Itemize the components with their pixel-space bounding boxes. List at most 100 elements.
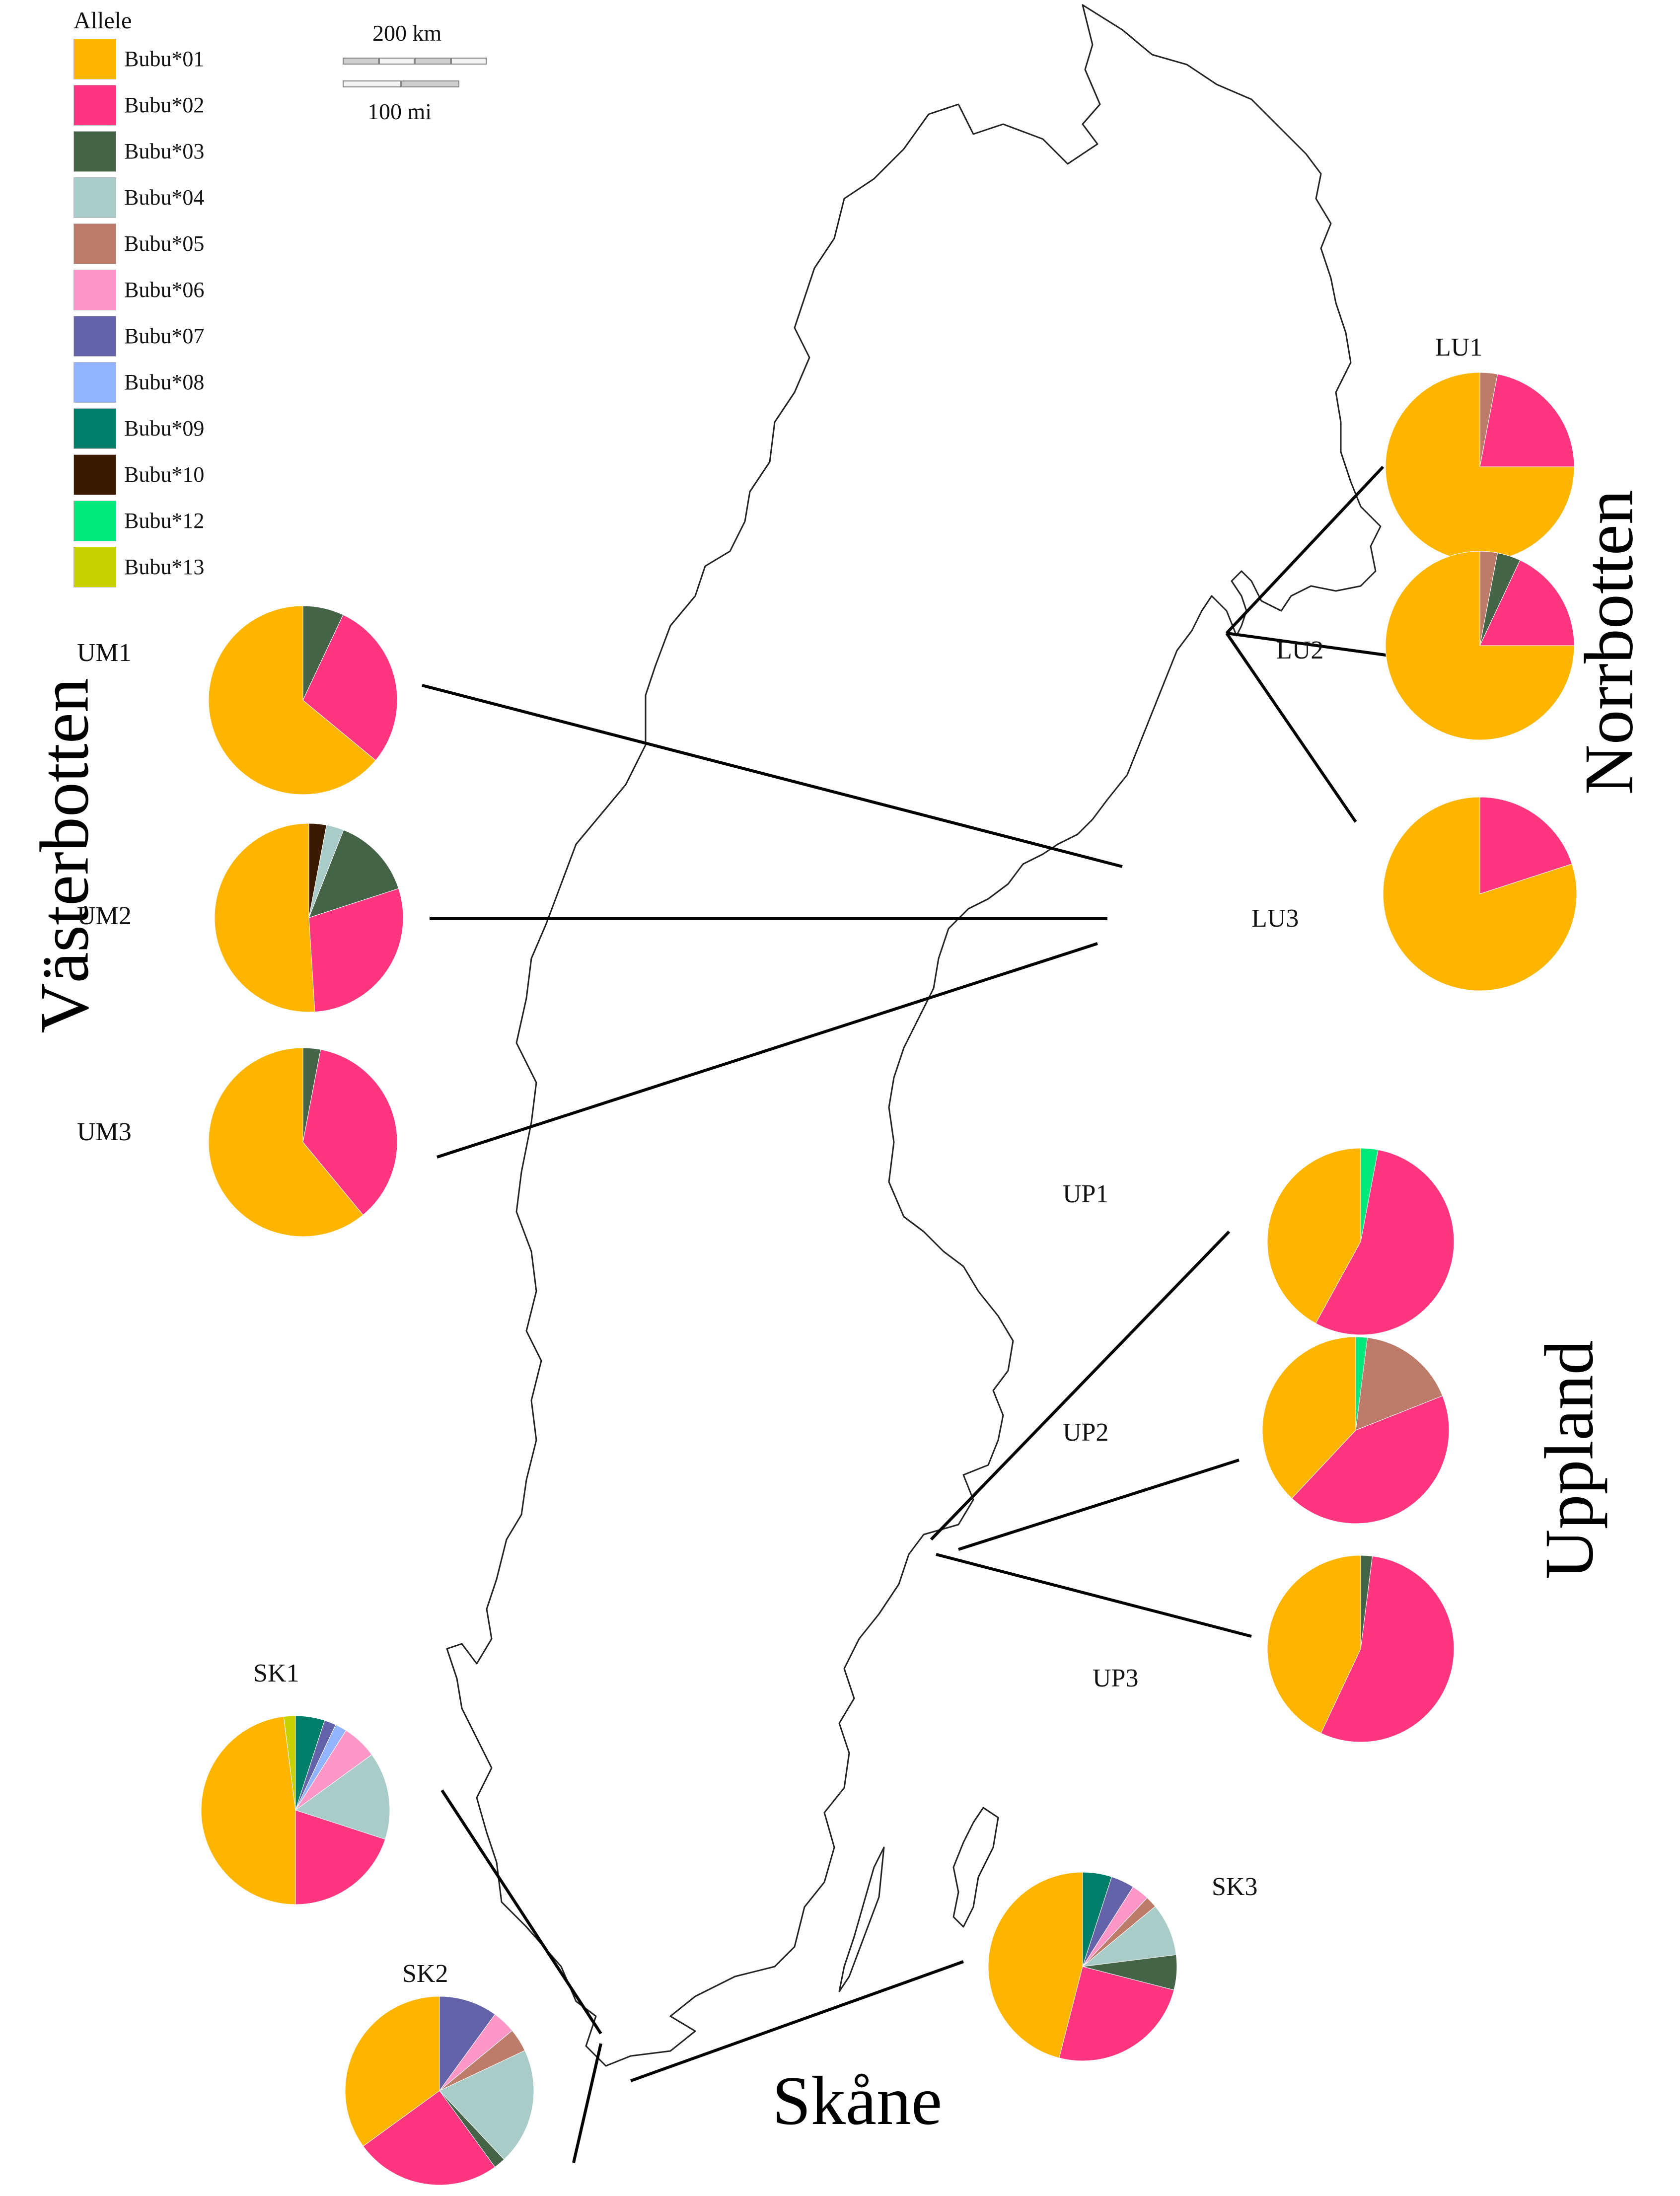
- legend-swatch: [73, 38, 116, 79]
- leader-lines: [422, 465, 1426, 2163]
- pie-slice: [1385, 551, 1575, 740]
- region-label-skane: Skåne: [772, 2062, 943, 2139]
- region-label-vasterbotten: Västerbotten: [26, 678, 103, 1033]
- scale-segment: [401, 80, 459, 87]
- pie-slice: [1355, 1337, 1443, 1431]
- legend-label: Bubu*12: [124, 509, 205, 533]
- pie-slice: [439, 2050, 534, 2160]
- pie-um3: [208, 1047, 398, 1237]
- pie-um2: [214, 823, 404, 1013]
- pie-slice: [295, 1810, 386, 1905]
- legend-swatch: [73, 131, 116, 172]
- pie-slice: [345, 1996, 440, 2147]
- legend-label: Bubu*08: [124, 370, 205, 394]
- pie-slice: [1385, 372, 1575, 562]
- leader-line-sk2: [572, 2043, 602, 2163]
- pie-slice: [308, 888, 404, 1013]
- population-label-lu2: LU2: [1276, 636, 1324, 664]
- legend-swatch: [73, 362, 116, 403]
- legend-label: Bubu*01: [124, 47, 205, 71]
- leader-line-sk1: [440, 1789, 602, 2035]
- pie-slice: [1262, 1336, 1356, 1499]
- pie-charts: [201, 372, 1577, 2186]
- legend-swatch: [73, 269, 116, 310]
- legend-item: Bubu*02: [73, 82, 282, 128]
- legend-item: Bubu*08: [73, 359, 282, 405]
- population-label-um1: UM1: [77, 639, 132, 667]
- pie-slice: [201, 1716, 296, 1905]
- pie-up1: [1267, 1148, 1455, 1335]
- gotland-outline: [952, 1807, 999, 1928]
- legend-label: Bubu*13: [124, 555, 205, 579]
- legend-label: Bubu*06: [124, 278, 205, 302]
- population-label-lu1: LU1: [1435, 333, 1483, 362]
- pie-slice: [1320, 1555, 1455, 1743]
- legend-title: Allele: [73, 7, 132, 34]
- region-label-uppland: Uppland: [1531, 1340, 1608, 1580]
- pie-sk2: [345, 1996, 534, 2186]
- legend-item: Bubu*07: [73, 313, 282, 359]
- scale-bar: 200 km 100 mi: [343, 20, 502, 124]
- scale-segment: [378, 58, 415, 65]
- population-label-sk1: SK1: [253, 1659, 299, 1687]
- pie-slice: [302, 614, 398, 761]
- pie-slice: [1267, 1555, 1361, 1734]
- legend-label: Bubu*04: [124, 185, 205, 210]
- pie-sk1: [201, 1715, 390, 1905]
- leader-line-um1: [422, 684, 1123, 868]
- legend-swatch: [73, 177, 116, 218]
- pie-slice: [1267, 1148, 1361, 1324]
- scale-segment: [343, 58, 379, 65]
- pie-slice: [988, 1872, 1083, 2058]
- leader-line-up2: [958, 1459, 1240, 1551]
- pie-um1: [208, 605, 398, 795]
- pie-up2: [1262, 1336, 1450, 1524]
- scale-segment: [450, 58, 487, 65]
- legend-item: Bubu*01: [73, 36, 282, 82]
- leader-line-um3: [437, 942, 1098, 1159]
- pie-lu3: [1383, 797, 1577, 991]
- legend-label: Bubu*03: [124, 139, 205, 163]
- pie-slice: [214, 823, 315, 1013]
- pie-slice: [1082, 1906, 1177, 1967]
- pie-slice: [1479, 373, 1575, 467]
- leader-line-up1: [930, 1230, 1231, 1541]
- population-label-up3: UP3: [1093, 1664, 1139, 1692]
- oland-outline: [838, 1846, 885, 1992]
- legend-label: Bubu*07: [124, 324, 205, 348]
- leader-line-lu3: [1225, 632, 1357, 823]
- pie-slice: [294, 1754, 390, 1840]
- legend-item: Bubu*10: [73, 451, 282, 498]
- legend-swatch: [73, 315, 116, 357]
- leader-line-lu1: [1225, 465, 1385, 635]
- legend-swatch: [73, 500, 116, 541]
- population-label-sk2: SK2: [402, 1960, 448, 1988]
- scale-km-bar: [343, 58, 487, 65]
- legend-label: Bubu*02: [124, 93, 205, 117]
- legend-label: Bubu*10: [124, 462, 205, 487]
- legend-item: Bubu*04: [73, 174, 282, 220]
- legend-label: Bubu*09: [124, 416, 205, 440]
- legend-item: Bubu*03: [73, 128, 282, 174]
- legend-swatch: [73, 408, 116, 449]
- legend-item: Bubu*05: [73, 220, 282, 267]
- pie-slice: [302, 1049, 398, 1216]
- pie-slice: [208, 605, 376, 795]
- pie-up3: [1267, 1555, 1455, 1743]
- pie-slice: [1059, 1966, 1174, 2061]
- pie-slice: [1291, 1395, 1450, 1524]
- pie-lu2: [1385, 551, 1575, 740]
- pie-slice: [439, 1996, 496, 2092]
- legend-swatch: [73, 84, 116, 126]
- scale-km-label: 200 km: [372, 20, 442, 46]
- legend-item: Bubu*06: [73, 267, 282, 313]
- pie-slice: [1479, 797, 1573, 894]
- pie-sk3: [988, 1872, 1177, 2061]
- region-label-norrbotten: Norrbotten: [1570, 490, 1648, 795]
- legend-label: Bubu*05: [124, 231, 205, 256]
- population-label-up1: UP1: [1063, 1180, 1109, 1208]
- pie-slice: [1383, 797, 1577, 991]
- legend-item: Bubu*13: [73, 544, 282, 590]
